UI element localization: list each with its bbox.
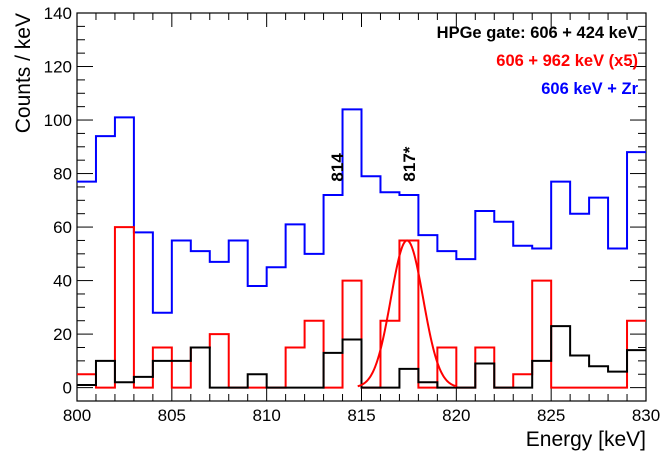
y-tick-label: 100 xyxy=(44,111,72,130)
legend-entry: 606 keV + Zr xyxy=(541,80,638,98)
x-tick-label: 810 xyxy=(252,406,280,425)
x-tick-label: 800 xyxy=(63,406,91,425)
y-tick-label: 80 xyxy=(53,165,72,184)
fit-curve xyxy=(357,239,457,388)
peak-label: 817* xyxy=(400,146,419,181)
peak-label: 814 xyxy=(328,153,347,182)
y-tick-label: 120 xyxy=(44,58,72,77)
annotations-layer: 814 817* xyxy=(328,146,419,181)
x-tick-label: 830 xyxy=(632,406,660,425)
x-tick-label: 825 xyxy=(537,406,565,425)
axis-ticks: 800 805 810 815 820 825 830 0 20 40 60 80 100 120 140 xyxy=(44,4,661,425)
legend: HPGe gate: 606 + 424 keV 606 + 962 keV (x… xyxy=(437,24,639,98)
series-line-2 xyxy=(77,325,646,389)
y-axis-title: Counts / keV xyxy=(12,13,35,133)
y-tick-label: 40 xyxy=(53,272,72,291)
y-tick-label: 20 xyxy=(53,325,72,344)
x-axis-title: Energy [keV] xyxy=(526,428,646,451)
y-tick-label: 140 xyxy=(44,4,72,23)
y-tick-label: 60 xyxy=(53,218,72,237)
x-tick-label: 815 xyxy=(347,406,375,425)
series-line-0 xyxy=(77,108,646,314)
series-layer xyxy=(77,108,646,389)
legend-entry: 606 + 962 keV (x5) xyxy=(496,52,638,70)
x-tick-label: 820 xyxy=(442,406,470,425)
x-tick-label: 805 xyxy=(158,406,186,425)
y-tick-label: 0 xyxy=(63,379,72,398)
legend-entry: HPGe gate: 606 + 424 keV xyxy=(437,24,638,42)
